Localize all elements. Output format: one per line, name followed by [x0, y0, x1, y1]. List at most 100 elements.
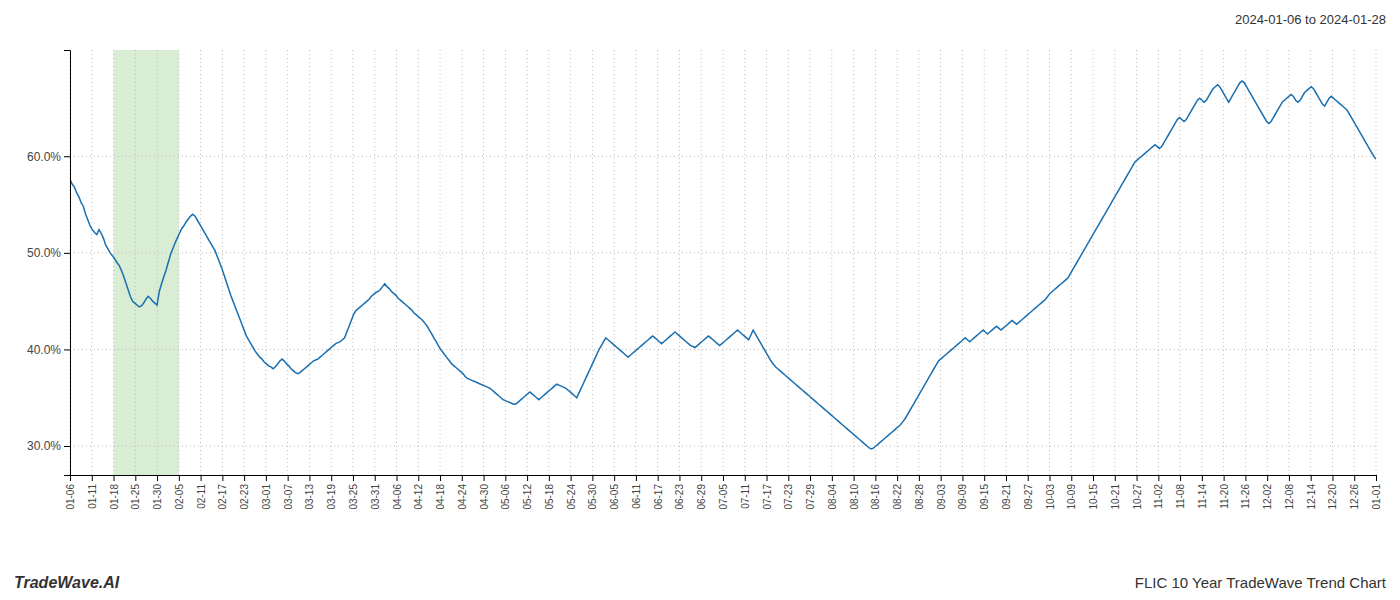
tick-label: 12-20 [1327, 484, 1338, 510]
tick-mark [1332, 475, 1333, 481]
tick: 04-06 [392, 475, 403, 510]
grid-line-x [505, 50, 506, 475]
grid-line-x [940, 50, 941, 475]
tick-label: 08-22 [892, 484, 903, 510]
grid-line-x [1245, 50, 1246, 475]
tick-mark [1354, 475, 1355, 481]
tick-mark [1071, 475, 1072, 481]
grid-line-x [1114, 50, 1115, 475]
tick-mark [941, 475, 942, 481]
tick-label: 09-15 [979, 484, 990, 510]
tick-label: 05-06 [500, 484, 511, 510]
tick-label: 01-30 [152, 484, 163, 510]
tick: 12-14 [1306, 475, 1317, 510]
tick-mark [157, 475, 158, 481]
tick-label: 02-05 [174, 484, 185, 510]
grid-line-x [1027, 50, 1028, 475]
tick-mark [1376, 475, 1377, 481]
tick-label: 50.0% [27, 246, 61, 260]
tick-mark [897, 475, 898, 481]
tick-mark [375, 475, 376, 481]
tick: 01-18 [109, 475, 120, 510]
tick-mark [462, 475, 463, 481]
tick-label: 03-25 [348, 484, 359, 510]
tick: 11-08 [1175, 475, 1186, 509]
tick: 10-21 [1110, 475, 1121, 510]
grid-line-y [70, 252, 1376, 253]
tick: 06-17 [653, 475, 664, 510]
grid-line-x [157, 50, 158, 475]
subtitle: 2024-01-06 to 2024-01-28 [1235, 12, 1386, 27]
tick-mark [636, 475, 637, 481]
grid-line-x [1354, 50, 1355, 475]
grid-line-x [1288, 50, 1289, 475]
tick: 02-23 [239, 475, 250, 510]
tick: 03-25 [348, 475, 359, 510]
tick-label: 01-01 [1371, 484, 1382, 510]
tick-label: 07-11 [740, 484, 751, 509]
tick-mark [614, 475, 615, 481]
tick: 03-01 [261, 475, 272, 510]
grid-line-x [265, 50, 266, 475]
grid-line-x [287, 50, 288, 475]
grid-line-x [418, 50, 419, 475]
tick: 05-12 [522, 475, 533, 510]
tick: 50.0% [27, 246, 70, 260]
tick-label: 06-05 [609, 484, 620, 510]
grid-line-x [352, 50, 353, 475]
tick-mark [309, 475, 310, 481]
tick: 09-21 [1001, 475, 1012, 510]
grid-line-x [200, 50, 201, 475]
tick-mark [201, 475, 202, 481]
tick-mark [244, 475, 245, 481]
tick: 02-05 [174, 475, 185, 510]
grid-line-x [483, 50, 484, 475]
tick: 12-20 [1327, 475, 1338, 510]
tick-mark [1137, 475, 1138, 481]
tick: 06-29 [696, 475, 707, 510]
grid-line-x [178, 50, 179, 475]
tick-mark [1115, 475, 1116, 481]
tick: 11-20 [1219, 475, 1230, 509]
grid-line-x [918, 50, 919, 475]
tick: 60.0% [27, 150, 70, 164]
tick: 01-06 [65, 475, 76, 510]
tick-mark [571, 475, 572, 481]
y-axis: 30.0%40.0%50.0%60.0% [27, 51, 71, 476]
tick-label: 06-29 [696, 484, 707, 510]
tick-mark [64, 253, 70, 254]
grid-line-x [1158, 50, 1159, 475]
grid-line-x [1310, 50, 1311, 475]
tick-label: 09-21 [1001, 484, 1012, 510]
tick-label: 12-02 [1262, 484, 1273, 510]
tick-mark [1311, 475, 1312, 481]
grid-line-x [788, 50, 789, 475]
line [70, 81, 1376, 449]
tick-mark [1180, 475, 1181, 481]
tick-label: 08-28 [914, 484, 925, 510]
tick-label: 11-14 [1197, 484, 1208, 509]
grid-line-x [744, 50, 745, 475]
tick-label: 12-14 [1306, 484, 1317, 510]
tick-mark [1158, 475, 1159, 481]
tick-label: 09-27 [1023, 484, 1034, 510]
tick-label: 10-21 [1110, 484, 1121, 510]
tick: 12-08 [1284, 475, 1295, 510]
tick-mark [1202, 475, 1203, 481]
tick-label: 11-02 [1153, 484, 1164, 509]
tick-mark [1245, 475, 1246, 481]
tick-label: 10-09 [1066, 484, 1077, 510]
tick-mark [288, 475, 289, 481]
tick: 11-26 [1240, 475, 1251, 509]
axis-line [71, 476, 1377, 482]
annotation: TradeWave.AI [14, 574, 120, 591]
tick: 10-27 [1132, 475, 1143, 510]
grid [70, 50, 1376, 475]
tick: 01-01 [1371, 475, 1382, 510]
grid-line-x [440, 50, 441, 475]
tick-mark [549, 475, 550, 481]
tick-mark [114, 475, 115, 481]
tick: 05-30 [587, 475, 598, 510]
tick-mark [266, 475, 267, 481]
tick-mark [984, 475, 985, 481]
